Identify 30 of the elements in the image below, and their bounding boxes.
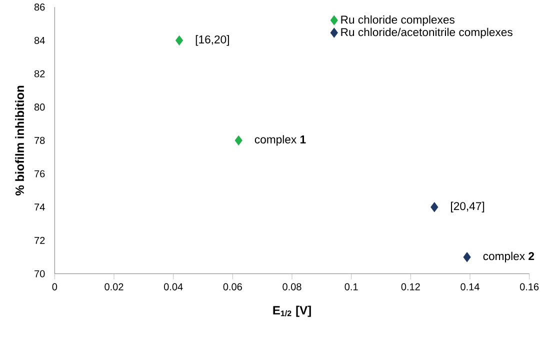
annotation: [20,47] [451, 202, 484, 212]
y-tick-label: 72 [34, 236, 45, 244]
point [234, 135, 242, 146]
point [463, 252, 471, 262]
y-tick-label: 74 [34, 203, 45, 210]
y-tick-label: 78 [34, 136, 45, 144]
legend-label: Ru chloride complexes [341, 15, 454, 26]
x-tick-label: 0.14 [460, 283, 480, 290]
x-axis-title: E$_{1/2}$ [V] [273, 306, 311, 317]
x-tick-label: 0.06 [223, 283, 242, 290]
annotation: [16,20] [196, 34, 229, 46]
annotation: complex 1 [254, 134, 306, 146]
y-tick-label: 82 [34, 70, 45, 78]
annotation: complex 2 [483, 252, 534, 262]
y-tick-label: 80 [34, 103, 45, 110]
point [176, 35, 184, 46]
x-tick-label: 0.02 [104, 283, 124, 290]
x-tick-label: 0.08 [282, 283, 302, 290]
x-tick-label: 0.16 [520, 283, 539, 290]
x-tick-label: 0.12 [401, 283, 420, 290]
y-tick-label: 84 [34, 36, 45, 44]
point [430, 202, 438, 212]
legend-label: Ru chloride/acetonitrile complexes [341, 28, 512, 38]
x-tick-label: 0.04 [164, 283, 183, 290]
y-axis-title: % biofilm inhibition [15, 86, 24, 196]
x-tick-label: 0 [52, 283, 58, 290]
x-tick-label: 0.1 [344, 283, 358, 290]
y-tick-label: 86 [34, 3, 45, 10]
y-tick-label: 76 [34, 170, 45, 178]
y-tick-label: 70 [34, 270, 45, 278]
